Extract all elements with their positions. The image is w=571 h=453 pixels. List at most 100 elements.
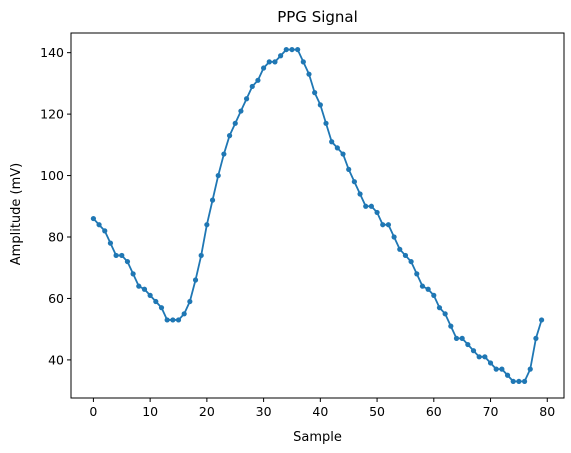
data-point xyxy=(448,323,454,329)
plot-area xyxy=(90,46,545,385)
data-point xyxy=(414,271,420,277)
y-tick-label: 40 xyxy=(48,352,64,367)
data-point xyxy=(368,203,374,209)
chart-title: PPG Signal xyxy=(277,8,358,26)
data-point xyxy=(232,120,238,126)
x-tick-label: 0 xyxy=(89,404,97,419)
data-point xyxy=(533,335,539,341)
data-point xyxy=(266,59,272,65)
data-point xyxy=(158,305,165,311)
data-point xyxy=(238,108,244,114)
axes: 0 10 20 30 40 50 60 70 80 40 60 80 100 120 140 xyxy=(40,32,565,419)
data-point xyxy=(419,283,426,289)
data-point xyxy=(493,366,499,372)
data-point xyxy=(385,222,392,228)
data-point xyxy=(192,277,199,283)
y-tick-label: 60 xyxy=(48,291,64,306)
data-point xyxy=(402,252,409,259)
data-point xyxy=(175,317,182,323)
data-point xyxy=(516,378,522,385)
data-point xyxy=(187,298,193,305)
x-tick-label: 10 xyxy=(142,404,158,419)
data-point xyxy=(317,102,323,108)
data-point xyxy=(482,354,488,360)
data-point xyxy=(527,366,533,372)
data-point xyxy=(346,166,352,173)
data-point xyxy=(470,348,477,354)
data-point xyxy=(340,151,346,157)
data-point xyxy=(306,71,312,77)
data-point xyxy=(226,133,233,139)
data-point xyxy=(141,286,148,292)
data-point xyxy=(521,378,528,385)
data-point xyxy=(431,292,437,298)
data-point xyxy=(107,240,114,246)
data-point xyxy=(363,203,369,209)
data-point xyxy=(295,46,301,53)
x-axis-label: Sample xyxy=(293,430,342,445)
y-tick-label: 140 xyxy=(40,45,64,60)
data-point xyxy=(408,258,414,265)
data-point xyxy=(510,378,516,385)
x-tick-label: 70 xyxy=(483,404,499,419)
data-point xyxy=(119,252,125,259)
data-point xyxy=(329,139,335,145)
plot-frame xyxy=(70,32,565,399)
data-point xyxy=(136,283,142,289)
x-tick-label: 40 xyxy=(312,404,328,419)
data-point xyxy=(209,197,216,203)
data-point xyxy=(425,286,431,292)
y-tick-label: 80 xyxy=(48,230,64,245)
data-point xyxy=(436,305,443,311)
data-point xyxy=(504,372,511,378)
data-point xyxy=(487,360,494,366)
data-point xyxy=(124,258,131,265)
data-point xyxy=(204,222,210,228)
data-point xyxy=(181,311,187,317)
data-point xyxy=(96,222,102,228)
x-tick-label: 80 xyxy=(539,404,555,419)
data-point xyxy=(374,209,380,216)
data-point xyxy=(442,311,448,317)
y-tick-label: 120 xyxy=(40,107,64,122)
y-axis-label: Amplitude (mV) xyxy=(9,163,24,265)
data-point xyxy=(465,341,471,348)
x-tick-label: 50 xyxy=(369,404,385,419)
data-point xyxy=(380,222,386,228)
data-point xyxy=(476,354,482,360)
data-point xyxy=(170,317,176,323)
data-point xyxy=(147,292,153,298)
data-point xyxy=(283,46,289,53)
data-point xyxy=(453,335,460,341)
x-tick-label: 20 xyxy=(199,404,215,419)
data-point xyxy=(261,65,267,71)
data-point xyxy=(90,215,97,222)
data-point xyxy=(323,120,329,126)
data-point xyxy=(357,191,363,197)
data-point xyxy=(215,172,221,179)
data-point xyxy=(459,335,465,341)
data-point xyxy=(255,77,261,83)
data-point xyxy=(278,53,284,59)
data-point xyxy=(351,179,357,185)
data-point xyxy=(113,252,119,259)
data-point xyxy=(243,96,250,102)
y-tick-label: 100 xyxy=(40,168,64,183)
data-point xyxy=(164,317,170,323)
data-point xyxy=(153,298,159,305)
x-tick-label: 60 xyxy=(426,404,442,419)
data-point xyxy=(499,366,505,372)
x-tick-label: 30 xyxy=(256,404,272,419)
data-point xyxy=(221,151,227,157)
data-point xyxy=(249,83,255,90)
data-point xyxy=(391,234,397,240)
data-point xyxy=(334,145,340,151)
data-point xyxy=(300,59,306,65)
data-point xyxy=(272,59,278,65)
data-point xyxy=(102,228,108,234)
data-point xyxy=(289,46,295,53)
data-point xyxy=(130,271,136,277)
series-line xyxy=(92,48,543,383)
